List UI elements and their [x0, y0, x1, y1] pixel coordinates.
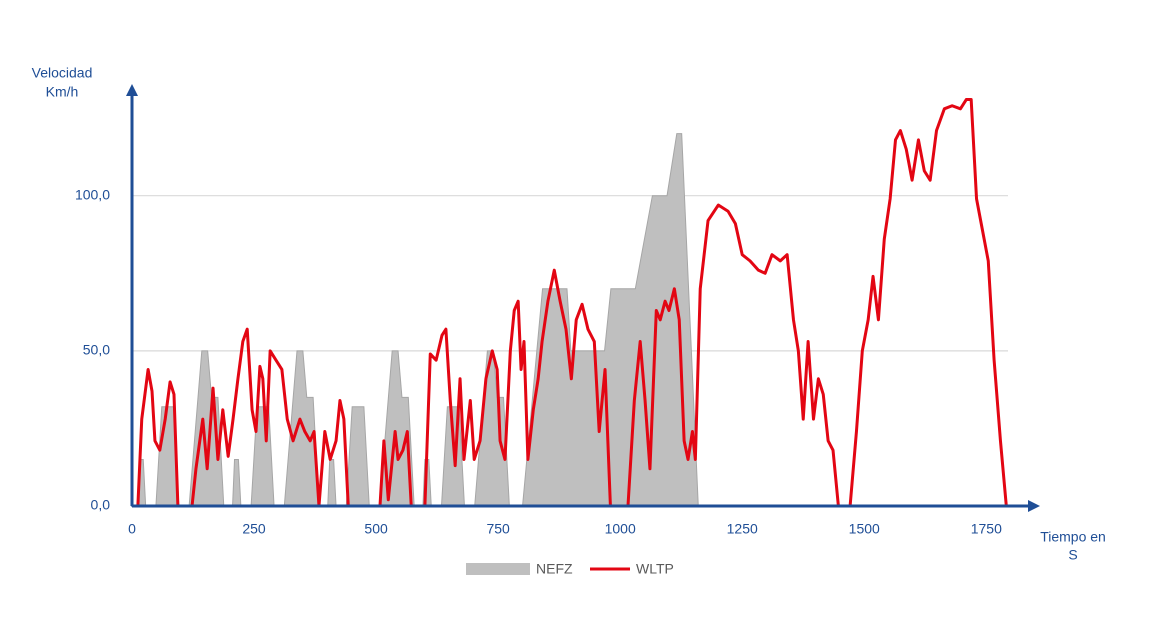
x-tick-label: 750	[486, 521, 510, 537]
legend-label: WLTP	[636, 561, 674, 577]
legend-swatch	[466, 563, 530, 575]
legend-label: NEFZ	[536, 561, 573, 577]
x-tick-label: 1750	[971, 521, 1002, 537]
x-axis-label: Tiempo en	[1040, 529, 1106, 545]
x-tick-label: 0	[128, 521, 136, 537]
x-tick-label: 1250	[727, 521, 758, 537]
y-axis-label: Km/h	[46, 84, 79, 100]
y-axis-label: Velocidad	[32, 65, 93, 81]
y-tick-label: 100,0	[75, 186, 110, 202]
y-axis-arrow	[126, 84, 138, 96]
y-tick-label: 50,0	[83, 342, 110, 358]
x-axis-arrow	[1028, 500, 1040, 512]
y-tick-label: 0,0	[91, 497, 111, 513]
x-axis-label: S	[1068, 547, 1077, 563]
x-tick-label: 500	[364, 521, 388, 537]
x-tick-label: 250	[242, 521, 266, 537]
x-tick-label: 1500	[849, 521, 880, 537]
line	[132, 98, 1011, 508]
x-tick-label: 1000	[605, 521, 636, 537]
